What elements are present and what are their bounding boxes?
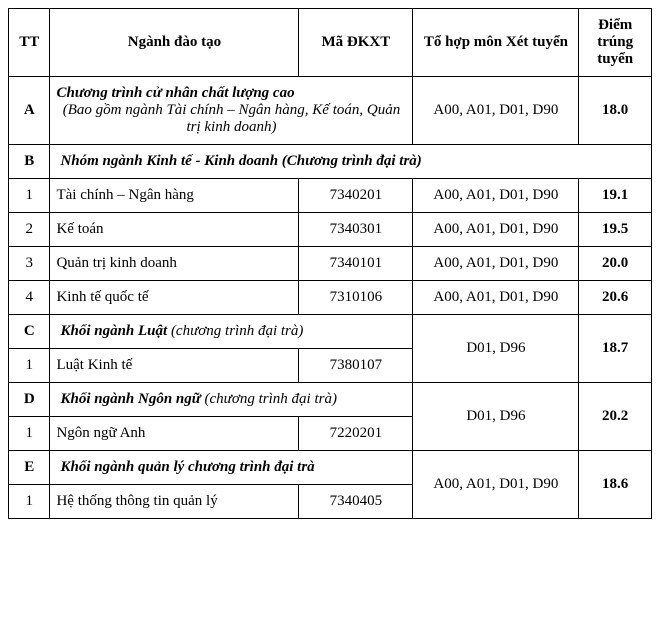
section-e-tt: E — [9, 451, 50, 485]
section-d-title-cell: Khối ngành Ngôn ngữ (chương trình đại tr… — [50, 383, 413, 417]
admissions-table: TT Ngành đào tạo Mã ĐKXT Tổ hợp môn Xét … — [8, 8, 652, 519]
row-ma: 7340405 — [299, 485, 413, 519]
row-tohop: A00, A01, D01, D90 — [413, 247, 579, 281]
row-ma: 7220201 — [299, 417, 413, 451]
section-c-title-prefix: Khối ngành Luật — [60, 323, 170, 339]
row-tt: 1 — [9, 349, 50, 383]
table-row: 3 Quản trị kinh doanh 7340101 A00, A01, … — [9, 247, 652, 281]
row-tt: 3 — [9, 247, 50, 281]
section-c-diem: 18.7 — [579, 315, 652, 383]
section-a-subtitle: (Bao gồm ngành Tài chính – Ngân hàng, Kế… — [56, 102, 406, 136]
section-a-title: Chương trình cử nhân chất lượng cao — [56, 85, 294, 101]
row-tt: 4 — [9, 281, 50, 315]
section-d-title-paren: (chương trình đại trà) — [205, 391, 337, 407]
section-c-header: C Khối ngành Luật (chương trình đại trà)… — [9, 315, 652, 349]
row-nganh: Ngôn ngữ Anh — [50, 417, 299, 451]
row-tt: 1 — [9, 485, 50, 519]
row-tt: 1 — [9, 179, 50, 213]
col-ma-header: Mã ĐKXT — [299, 9, 413, 77]
row-nganh: Kế toán — [50, 213, 299, 247]
section-a-tt: A — [9, 77, 50, 145]
row-nganh: Quản trị kinh doanh — [50, 247, 299, 281]
row-tohop: A00, A01, D01, D90 — [413, 213, 579, 247]
row-tt: 1 — [9, 417, 50, 451]
section-d-title-prefix: Khối ngành Ngôn ngữ — [60, 391, 204, 407]
table-row: 4 Kinh tế quốc tế 7310106 A00, A01, D01,… — [9, 281, 652, 315]
row-diem: 19.1 — [579, 179, 652, 213]
col-tt-header: TT — [9, 9, 50, 77]
row-nganh: Luật Kinh tế — [50, 349, 299, 383]
section-a-title-cell: Chương trình cử nhân chất lượng cao (Bao… — [50, 77, 413, 145]
section-c-tt: C — [9, 315, 50, 349]
section-c-title-cell: Khối ngành Luật (chương trình đại trà) — [50, 315, 413, 349]
table-row: 2 Kế toán 7340301 A00, A01, D01, D90 19.… — [9, 213, 652, 247]
row-tohop: A00, A01, D01, D90 — [413, 281, 579, 315]
row-ma: 7340201 — [299, 179, 413, 213]
row-ma: 7310106 — [299, 281, 413, 315]
section-d-tt: D — [9, 383, 50, 417]
col-nganh-header: Ngành đào tạo — [50, 9, 299, 77]
row-ma: 7380107 — [299, 349, 413, 383]
section-a-diem: 18.0 — [579, 77, 652, 145]
row-tohop: A00, A01, D01, D90 — [413, 179, 579, 213]
row-ma: 7340101 — [299, 247, 413, 281]
section-a-row: A Chương trình cử nhân chất lượng cao (B… — [9, 77, 652, 145]
section-c-tohop: D01, D96 — [413, 315, 579, 383]
section-b-header: B Nhóm ngành Kinh tế - Kinh doanh (Chươn… — [9, 145, 652, 179]
section-e-tohop: A00, A01, D01, D90 — [413, 451, 579, 519]
section-d-header: D Khối ngành Ngôn ngữ (chương trình đại … — [9, 383, 652, 417]
section-b-title: Nhóm ngành Kinh tế - Kinh doanh (Chương … — [50, 145, 652, 179]
row-nganh: Hệ thống thông tin quản lý — [50, 485, 299, 519]
section-e-header: E Khối ngành quản lý chương trình đại tr… — [9, 451, 652, 485]
table-row: 1 Tài chính – Ngân hàng 7340201 A00, A01… — [9, 179, 652, 213]
row-diem: 20.0 — [579, 247, 652, 281]
section-d-tohop: D01, D96 — [413, 383, 579, 451]
section-c-title-paren: (chương trình đại trà) — [171, 323, 303, 339]
row-diem: 19.5 — [579, 213, 652, 247]
row-diem: 20.6 — [579, 281, 652, 315]
col-tohop-header: Tổ hợp môn Xét tuyển — [413, 9, 579, 77]
row-nganh: Tài chính – Ngân hàng — [50, 179, 299, 213]
row-tt: 2 — [9, 213, 50, 247]
row-nganh: Kinh tế quốc tế — [50, 281, 299, 315]
section-a-tohop: A00, A01, D01, D90 — [413, 77, 579, 145]
col-diem-header: Điểm trúng tuyển — [579, 9, 652, 77]
section-e-diem: 18.6 — [579, 451, 652, 519]
section-d-diem: 20.2 — [579, 383, 652, 451]
row-ma: 7340301 — [299, 213, 413, 247]
header-row: TT Ngành đào tạo Mã ĐKXT Tổ hợp môn Xét … — [9, 9, 652, 77]
section-e-title: Khối ngành quản lý chương trình đại trà — [50, 451, 413, 485]
section-b-tt: B — [9, 145, 50, 179]
